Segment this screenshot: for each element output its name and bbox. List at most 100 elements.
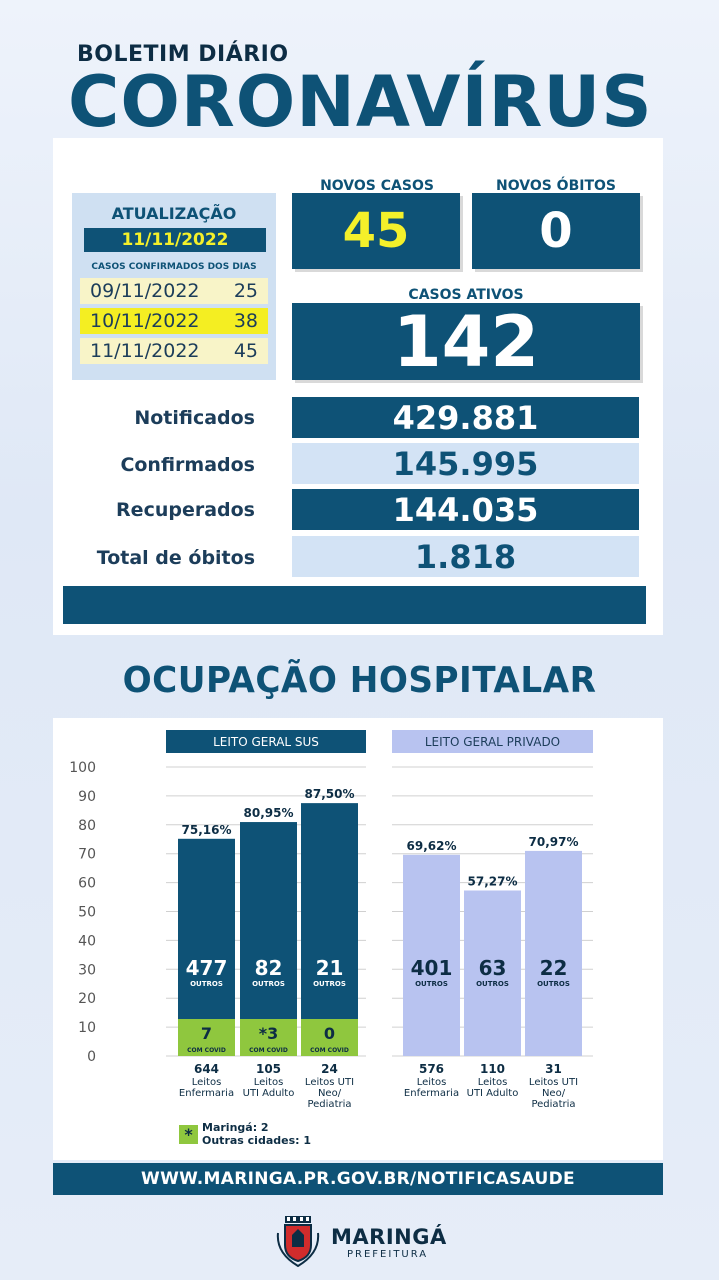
bulletin-title: CORONAVÍRUS bbox=[68, 61, 653, 143]
hospital-title: OCUPAÇÃO HOSPITALAR bbox=[122, 660, 597, 701]
active-cases-value: 142 bbox=[292, 301, 640, 383]
footnote-line-1: Maringá: 2 bbox=[202, 1121, 269, 1134]
percent-label: 57,27% bbox=[468, 874, 518, 888]
day-date: 09/11/2022 bbox=[90, 280, 200, 302]
logo-subtitle: PREFEITURA bbox=[347, 1249, 429, 1260]
private-header: LEITO GERAL PRIVADO bbox=[392, 730, 593, 753]
category-label: Leitos UTI bbox=[529, 1077, 578, 1088]
others-label: OUTROS bbox=[476, 980, 509, 988]
city-crest-icon bbox=[276, 1216, 320, 1267]
beds-value: 31 bbox=[545, 1062, 562, 1076]
percent-label: 80,95% bbox=[244, 806, 294, 820]
stat-value-recovered: 144.035 bbox=[292, 489, 639, 530]
y-tick-label: 90 bbox=[78, 789, 96, 805]
category-label: Leitos bbox=[254, 1077, 284, 1088]
beds-value: 24 bbox=[321, 1062, 338, 1076]
covid-label: COM COVID bbox=[187, 1047, 226, 1054]
update-label: ATUALIZAÇÃO bbox=[111, 204, 237, 223]
percent-label: 87,50% bbox=[305, 787, 355, 801]
others-value: 21 bbox=[316, 956, 344, 980]
beds-value: 644 bbox=[194, 1062, 219, 1076]
footnote-symbol: * bbox=[179, 1125, 198, 1144]
new-cases-label: NOVOS CASOS bbox=[320, 178, 434, 194]
day-row: 11/11/2022 45 bbox=[80, 338, 268, 364]
day-date: 11/11/2022 bbox=[90, 340, 200, 362]
day-date: 10/11/2022 bbox=[90, 310, 200, 332]
category-label: Pediatria bbox=[531, 1099, 575, 1110]
y-tick-label: 60 bbox=[78, 876, 96, 892]
y-tick-label: 80 bbox=[78, 818, 96, 834]
beds-value: 105 bbox=[256, 1062, 281, 1076]
new-deaths-label: NOVOS ÓBITOS bbox=[495, 178, 616, 194]
category-label: Neo/ bbox=[542, 1088, 566, 1099]
occupancy-chart: 0 10 20 30 40 50 60 70 80 90 100 7 COM COVID 75,16% 47… bbox=[69, 760, 593, 1110]
category-label: Leitos bbox=[417, 1077, 447, 1088]
category-label: UTI Adulto bbox=[467, 1088, 519, 1099]
new-cases-value: 45 bbox=[292, 193, 460, 269]
cases-days-label: CASOS CONFIRMADOS DOS DIAS bbox=[91, 262, 257, 272]
active-cases-label: CASOS ATIVOS bbox=[408, 287, 524, 303]
stat-value-deaths: 1.818 bbox=[292, 536, 639, 577]
day-value: 45 bbox=[233, 340, 258, 362]
stat-label-recovered: Recuperados bbox=[116, 499, 255, 521]
y-tick-label: 10 bbox=[78, 1020, 96, 1036]
day-value: 25 bbox=[233, 280, 258, 302]
category-label: Pediatria bbox=[307, 1099, 351, 1110]
day-value: 38 bbox=[233, 310, 258, 332]
covid-segment bbox=[301, 1019, 358, 1056]
category-label: Leitos bbox=[192, 1077, 222, 1088]
category-label: Leitos UTI bbox=[305, 1077, 354, 1088]
covid-value: 0 bbox=[324, 1024, 335, 1043]
url-link[interactable]: WWW.MARINGA.PR.GOV.BR/NOTIFICASAUDE bbox=[53, 1163, 663, 1195]
percent-label: 75,16% bbox=[182, 823, 232, 837]
stat-label-deaths: Total de óbitos bbox=[96, 547, 255, 569]
category-label: Enfermaria bbox=[404, 1088, 459, 1099]
others-value: 477 bbox=[186, 956, 228, 980]
summary-bottom-bar bbox=[63, 586, 646, 624]
stat-label-notified: Notificados bbox=[134, 407, 255, 429]
covid-segment bbox=[240, 1019, 297, 1056]
others-value: 63 bbox=[479, 956, 507, 980]
sus-header: LEITO GERAL SUS bbox=[166, 730, 366, 753]
covid-value: *3 bbox=[259, 1024, 279, 1043]
stat-value-notified: 429.881 bbox=[292, 397, 639, 438]
category-label: UTI Adulto bbox=[243, 1088, 295, 1099]
bar bbox=[403, 854, 460, 1056]
others-value: 401 bbox=[411, 956, 453, 980]
logo-name: MARINGÁ bbox=[331, 1225, 447, 1249]
y-tick-label: 70 bbox=[78, 847, 96, 863]
y-tick-label: 30 bbox=[78, 962, 96, 978]
y-tick-label: 50 bbox=[78, 905, 96, 921]
bulletin-subtitle: BOLETIM DIÁRIO bbox=[77, 42, 289, 67]
covid-label: COM COVID bbox=[310, 1047, 349, 1054]
y-tick-label: 20 bbox=[78, 991, 96, 1007]
covid-segment bbox=[178, 1019, 235, 1056]
bar bbox=[301, 803, 358, 1056]
others-label: OUTROS bbox=[190, 980, 223, 988]
others-label: OUTROS bbox=[252, 980, 285, 988]
new-deaths-value: 0 bbox=[472, 193, 640, 269]
others-label: OUTROS bbox=[537, 980, 570, 988]
covid-value: 7 bbox=[201, 1024, 212, 1043]
beds-value: 110 bbox=[480, 1062, 505, 1076]
percent-label: 69,62% bbox=[407, 839, 457, 853]
y-tick-label: 100 bbox=[69, 760, 96, 776]
update-date: 11/11/2022 bbox=[84, 228, 266, 252]
covid-label: COM COVID bbox=[249, 1047, 288, 1054]
others-label: OUTROS bbox=[313, 980, 346, 988]
stat-label-confirmed: Confirmados bbox=[120, 454, 255, 476]
percent-label: 70,97% bbox=[529, 835, 579, 849]
others-value: 82 bbox=[255, 956, 283, 980]
bar bbox=[240, 822, 297, 1056]
day-row-highlight: 10/11/2022 38 bbox=[80, 308, 268, 334]
others-value: 22 bbox=[540, 956, 568, 980]
category-label: Leitos bbox=[478, 1077, 508, 1088]
day-row: 09/11/2022 25 bbox=[80, 278, 268, 304]
stat-value-confirmed: 145.995 bbox=[292, 443, 639, 484]
footnote: Maringá: 2 Outras cidades: 1 bbox=[202, 1121, 311, 1147]
bar bbox=[525, 850, 582, 1056]
category-label: Enfermaria bbox=[179, 1088, 234, 1099]
others-label: OUTROS bbox=[415, 980, 448, 988]
y-tick-label: 0 bbox=[87, 1049, 96, 1065]
bar bbox=[464, 890, 521, 1056]
